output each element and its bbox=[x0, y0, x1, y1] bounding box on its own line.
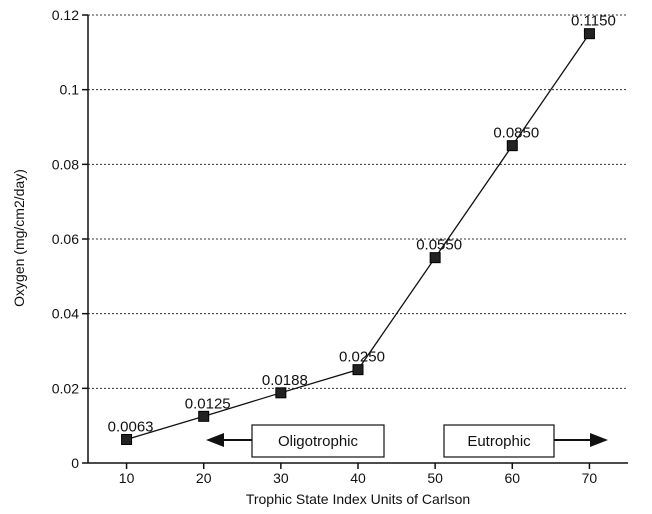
y-tick-label: 0 bbox=[71, 455, 79, 471]
data-point bbox=[506, 140, 518, 152]
data-point bbox=[121, 433, 133, 445]
series-polyline bbox=[126, 33, 590, 441]
series-line bbox=[126, 33, 590, 441]
x-tick-label: 10 bbox=[119, 470, 135, 486]
annotation-oligotrophic: Oligotrophic bbox=[206, 424, 385, 458]
y-tick-label: 0.06 bbox=[52, 231, 79, 247]
data-label: 0.0188 bbox=[262, 372, 308, 389]
y-tick-label: 0.1 bbox=[60, 82, 80, 98]
data-point bbox=[583, 28, 595, 40]
data-points bbox=[121, 28, 595, 445]
eutrophic-arrow-head bbox=[590, 433, 608, 447]
data-labels: 0.0063 0.0125 0.0188 0.0250 0.0550 0.0850 0.11… bbox=[108, 13, 616, 436]
data-label: 0.0125 bbox=[185, 395, 231, 412]
x-tick-label: 30 bbox=[273, 470, 289, 486]
annotation-eutrophic: Eutrophic bbox=[443, 424, 608, 458]
y-axis-label: Oxygen (mg/cm2/day) bbox=[11, 169, 27, 307]
data-label: 0.1150 bbox=[571, 13, 616, 30]
data-point bbox=[275, 387, 287, 399]
gridlines bbox=[88, 14, 628, 389]
y-ticks: 0 0.02 0.04 0.06 0.08 0.1 0.12 bbox=[52, 7, 88, 471]
x-tick-label: 40 bbox=[350, 470, 366, 486]
data-point bbox=[198, 410, 210, 422]
data-label: 0.0550 bbox=[416, 237, 462, 254]
data-point bbox=[429, 252, 441, 264]
x-axis-label: Trophic State Index Units of Carlson bbox=[246, 491, 470, 507]
y-tick-label: 0.02 bbox=[52, 380, 79, 396]
data-label: 0.0063 bbox=[108, 418, 154, 435]
x-tick-label: 20 bbox=[196, 470, 212, 486]
x-tick-label: 50 bbox=[427, 470, 443, 486]
oligotrophic-arrow-head bbox=[206, 433, 224, 447]
x-ticks: 10 20 30 40 50 60 70 bbox=[119, 463, 598, 486]
oligotrophic-box bbox=[251, 424, 385, 458]
y-tick-label: 0.04 bbox=[52, 306, 79, 322]
data-label: 0.0250 bbox=[339, 349, 385, 366]
y-tick-label: 0.08 bbox=[52, 156, 79, 172]
data-label: 0.0850 bbox=[493, 125, 539, 142]
data-point bbox=[352, 364, 364, 376]
eutrophic-box bbox=[443, 424, 555, 458]
eutrophic-label: Eutrophic bbox=[467, 433, 531, 450]
y-tick-label: 0.12 bbox=[52, 7, 79, 23]
x-tick-label: 70 bbox=[582, 470, 598, 486]
oligotrophic-label: Oligotrophic bbox=[278, 433, 359, 450]
x-tick-label: 60 bbox=[504, 470, 520, 486]
